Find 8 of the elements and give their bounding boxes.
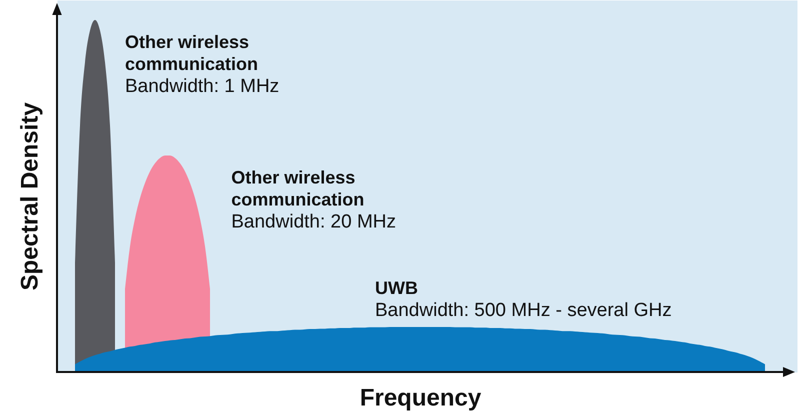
x-axis-title: Frequency [360,384,482,412]
series-label: Other wireless communication [231,168,364,210]
annotation: Bandwidth: 20 MHz [231,212,396,233]
series-label: UWB [375,278,418,298]
annotation: Bandwidth: 1 MHz [125,76,280,97]
annotation: Bandwidth: 500 MHz - several GHz [375,300,672,321]
y-axis-title: Spectral Density [16,102,44,291]
series-label: Other wireless communication [125,32,258,74]
